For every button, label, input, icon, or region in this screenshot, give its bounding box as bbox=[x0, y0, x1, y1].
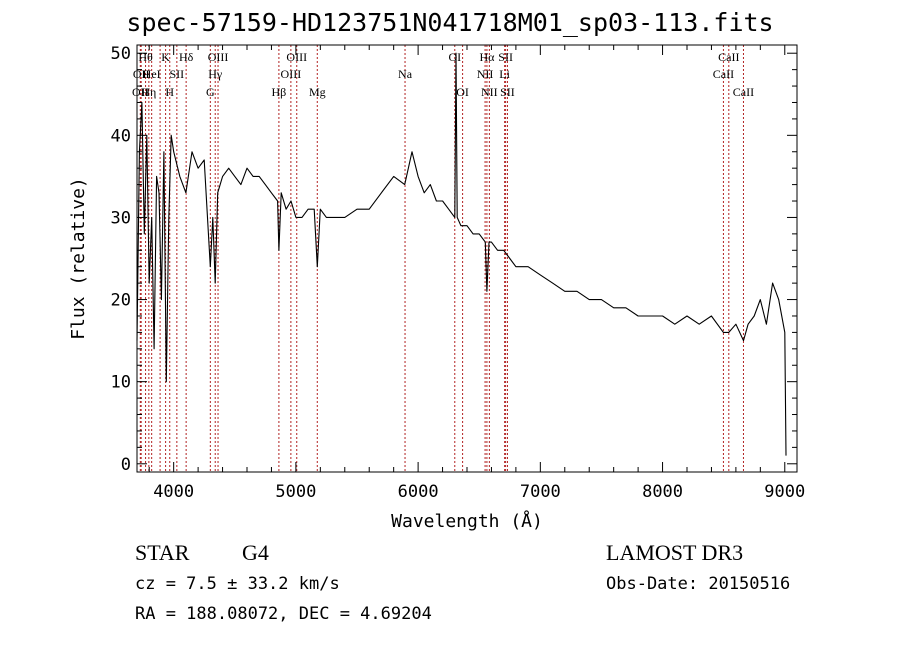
line-label: CaII bbox=[718, 50, 739, 64]
redshift-text: cz = 7.5 ± 33.2 km/s bbox=[135, 574, 340, 594]
obs-date: Obs-Date: 20150516 bbox=[606, 574, 791, 594]
y-tick-label: 40 bbox=[111, 126, 131, 146]
line-label: HeI bbox=[143, 67, 161, 81]
spectrum-line bbox=[136, 52, 787, 456]
y-tick-label: 30 bbox=[111, 208, 131, 228]
line-label: CaII bbox=[733, 85, 754, 99]
axes: 4000 5000 6000 7000 8000 9000 0 10 20 30 40 50 Wavel… bbox=[68, 44, 805, 532]
x-tick-label: 5000 bbox=[275, 482, 316, 502]
y-tick-label: 10 bbox=[111, 373, 131, 393]
object-class: STAR bbox=[135, 540, 190, 565]
line-label: Hα bbox=[479, 50, 495, 64]
coordinates-text: RA = 188.08072, DEC = 4.69204 bbox=[135, 604, 432, 624]
line-label: OIII bbox=[286, 50, 307, 64]
line-label: NII bbox=[477, 67, 494, 81]
chart-title: spec-57159-HD123751N041718M01_sp03-113.f… bbox=[126, 8, 774, 37]
line-label: OII bbox=[132, 85, 149, 99]
x-tick-label: 9000 bbox=[764, 482, 805, 502]
x-tick-label: 8000 bbox=[642, 482, 683, 502]
line-label: Li bbox=[499, 67, 510, 81]
line-label: G bbox=[206, 85, 215, 99]
x-tick-label: 7000 bbox=[520, 482, 561, 502]
line-label: OI bbox=[448, 50, 461, 64]
plot-frame bbox=[136, 44, 798, 473]
line-label: SII bbox=[170, 67, 185, 81]
subclass: G4 bbox=[242, 540, 269, 565]
x-tick-label: 4000 bbox=[153, 482, 194, 502]
line-label: OIII bbox=[208, 50, 229, 64]
line-label: Hδ bbox=[179, 50, 194, 64]
line-label: OIII bbox=[281, 67, 302, 81]
line-label: Hβ bbox=[272, 85, 287, 99]
y-tick-label: 20 bbox=[111, 291, 131, 311]
survey-label: LAMOST DR3 bbox=[606, 540, 744, 565]
x-tick-label: 6000 bbox=[398, 482, 439, 502]
line-label: NII bbox=[481, 85, 498, 99]
series-layer bbox=[136, 52, 787, 456]
line-markers bbox=[139, 45, 744, 472]
line-label: Mg bbox=[309, 85, 326, 99]
line-labels: OIIOIIHθHηHeIKHSIIHδGHγOIIIHβOIIIOIIIMgN… bbox=[132, 50, 754, 99]
line-label: Hη bbox=[141, 85, 156, 99]
x-axis-label: Wavelength (Å) bbox=[391, 510, 543, 532]
line-label: Na bbox=[398, 67, 413, 81]
line-label: SII bbox=[500, 85, 515, 99]
y-tick-label: 0 bbox=[121, 455, 131, 475]
line-label: OI bbox=[456, 85, 469, 99]
line-label: K bbox=[161, 50, 170, 64]
line-label: CaII bbox=[713, 67, 734, 81]
line-label: Hγ bbox=[208, 67, 223, 81]
line-label: H bbox=[165, 85, 174, 99]
y-axis-label: Flux (relative) bbox=[68, 177, 89, 340]
line-label: SII bbox=[498, 50, 513, 64]
line-label: Hθ bbox=[138, 50, 153, 64]
y-tick-label: 50 bbox=[111, 44, 131, 64]
